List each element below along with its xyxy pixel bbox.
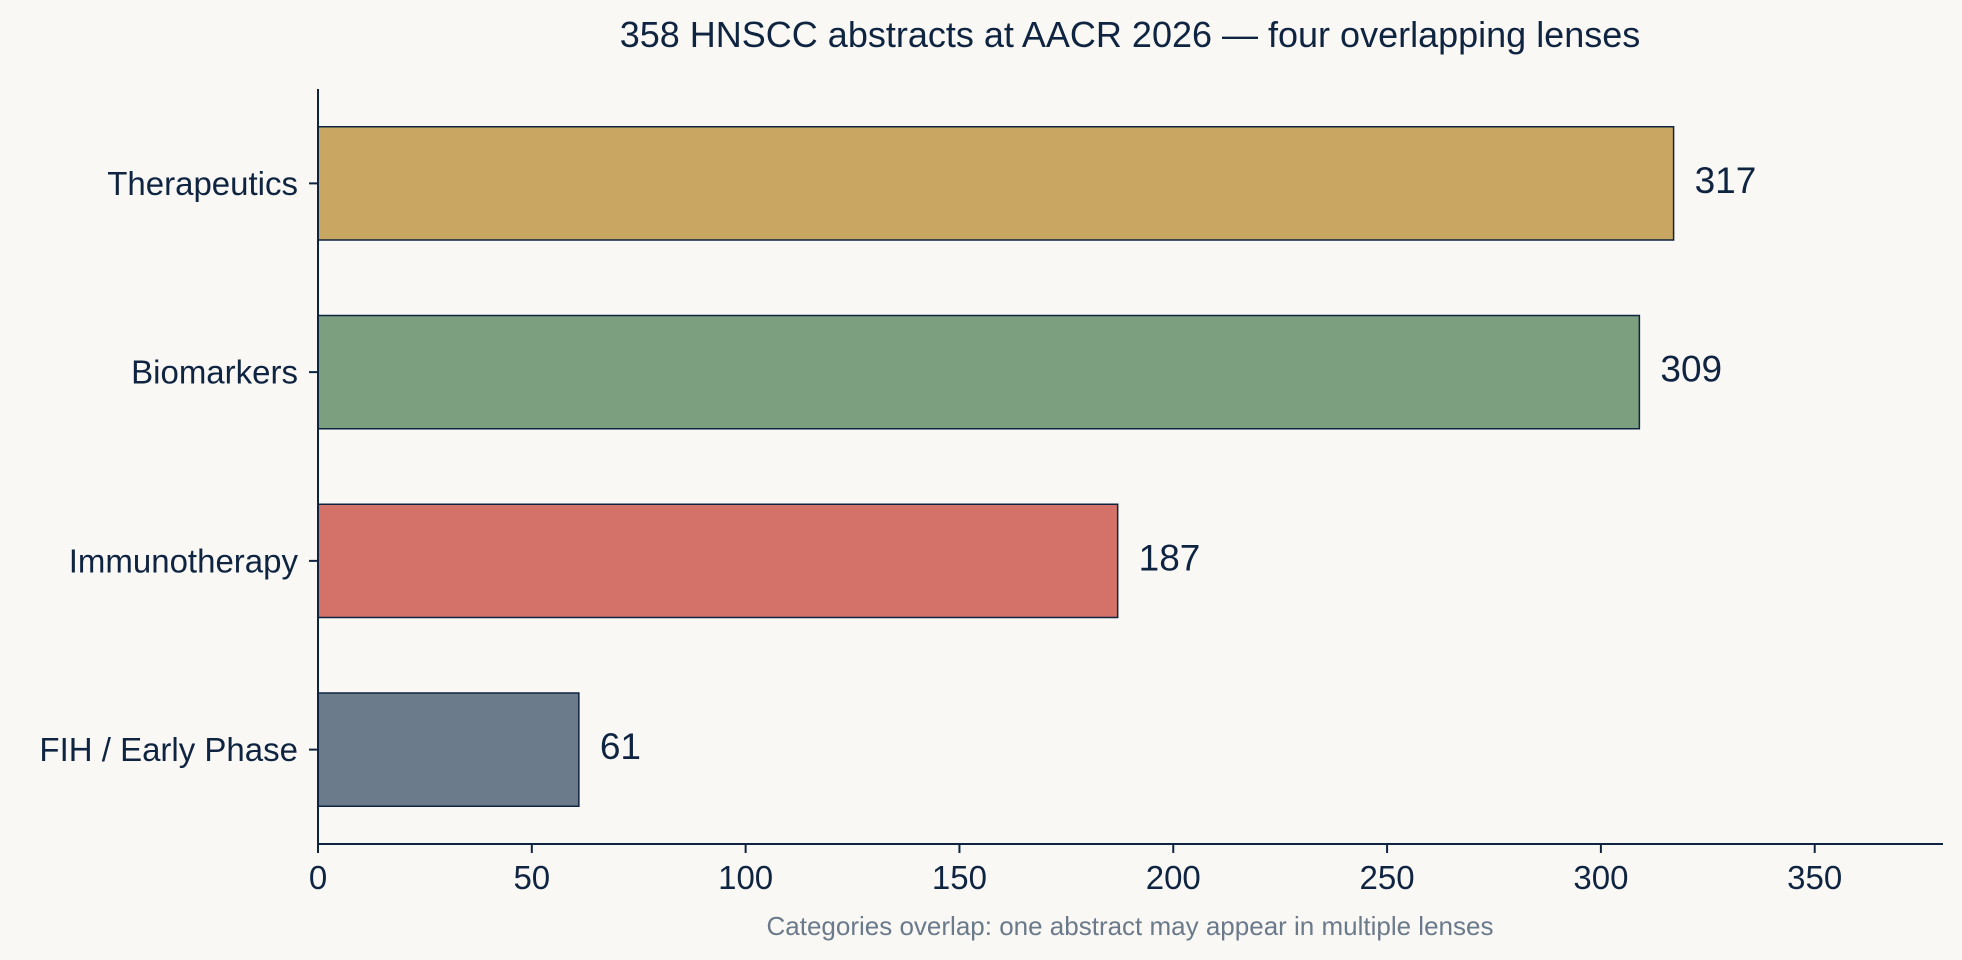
category-label-2: Immunotherapy [69,542,299,579]
value-label-1: 309 [1660,349,1722,390]
x-tick-label-1: 50 [513,859,550,896]
category-label-3: FIH / Early Phase [39,731,298,768]
x-axis-label: Categories overlap: one abstract may app… [767,911,1494,941]
y-axis: Therapeutics Biomarkers Immunotherapy FIH /… [39,89,319,845]
category-label-0: Therapeutics [107,165,298,202]
x-tick-label-7: 350 [1787,859,1842,896]
x-tick-label-6: 300 [1573,859,1628,896]
value-label-3: 61 [600,726,641,767]
x-axis: 0 50 100 150 200 250 300 350 [309,843,1943,896]
value-label-0: 317 [1695,160,1757,201]
x-tick-label-3: 150 [932,859,987,896]
x-tick-label-5: 250 [1360,859,1415,896]
chart-title: 358 HNSCC abstracts at AACR 2026 — four … [620,14,1641,55]
bar-2 [317,503,1119,619]
bar-0 [317,126,1675,241]
category-label-1: Biomarkers [131,354,298,391]
value-label-2: 187 [1139,537,1201,578]
x-tick-label-0: 0 [309,859,327,896]
bar-3 [317,692,580,807]
bars-group: 317 309 187 61 [317,126,1757,807]
bar-1 [317,314,1641,430]
x-tick-label-2: 100 [718,859,773,896]
x-tick-label-4: 200 [1146,859,1201,896]
